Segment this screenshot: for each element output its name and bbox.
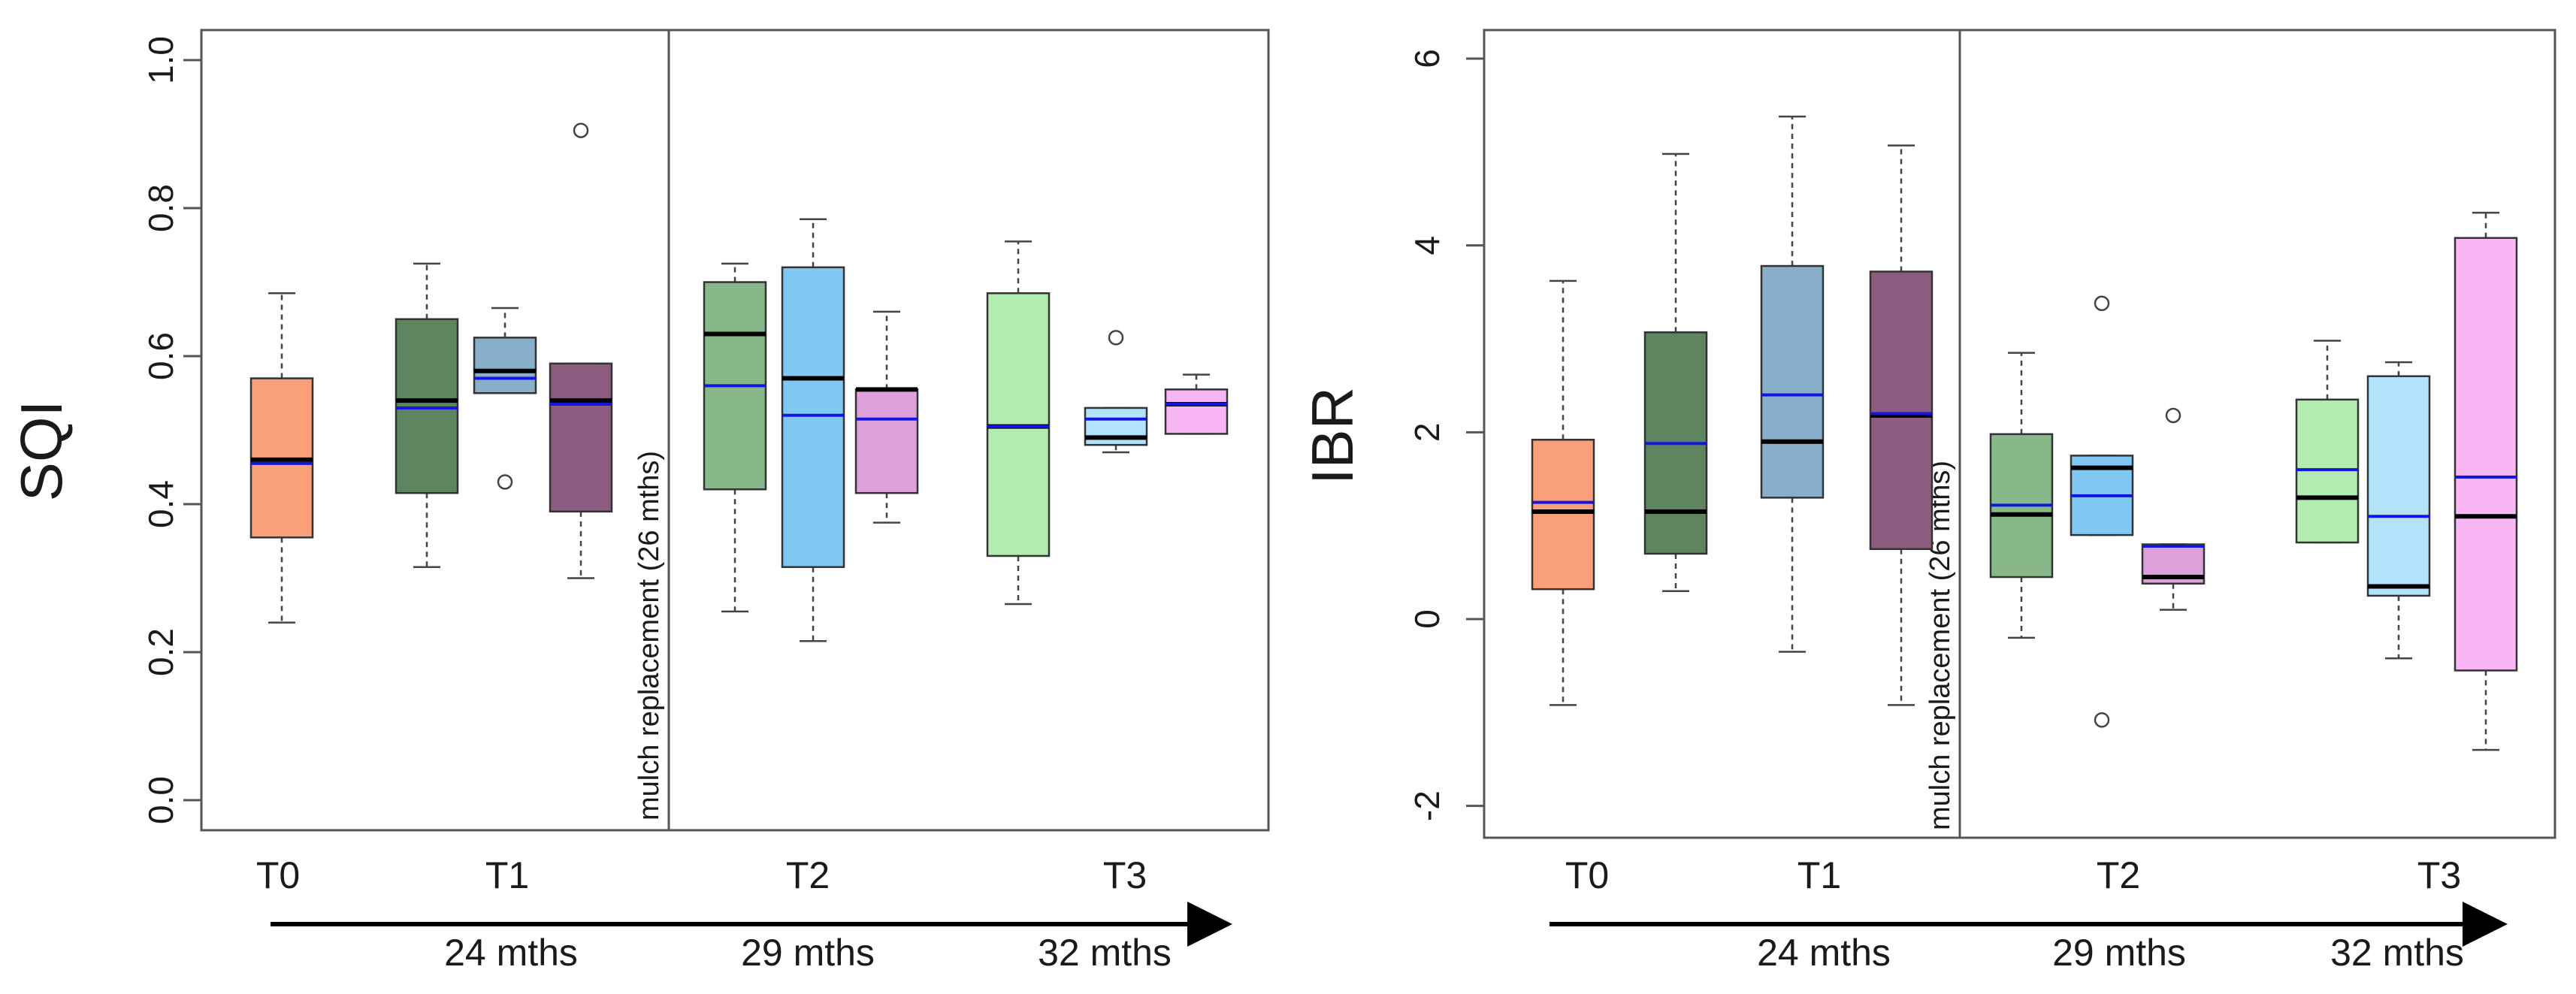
ibr-time-label: 24 mths xyxy=(1757,932,1891,974)
sqi-group-label: T2 xyxy=(786,854,830,896)
ibr-box-7 xyxy=(2141,407,2206,611)
sqi-box-5 xyxy=(703,262,767,613)
sqi-y-tick-label: 0.2 xyxy=(141,628,180,676)
iqr-box xyxy=(2454,237,2518,672)
iqr-box xyxy=(473,337,537,394)
ibr-time-label: 32 mths xyxy=(2330,932,2464,974)
sqi-time-label: 24 mths xyxy=(444,932,578,974)
sqi-y-tick-label: 1.0 xyxy=(141,36,180,84)
outlier-point xyxy=(2165,407,2181,424)
sqi-box-7 xyxy=(854,310,919,524)
outlier-point xyxy=(1108,330,1124,346)
ibr-box-4 xyxy=(1869,144,1934,706)
iqr-box xyxy=(2366,375,2431,597)
ibr-x-labels: T0 T1 T2 T3 xyxy=(1565,854,2461,896)
sqi-mulch-annotation: mulch replacement (26 mths) xyxy=(633,451,665,820)
ibr-group-label: T2 xyxy=(2097,854,2140,896)
sqi-y-axis-label: SQI xyxy=(8,400,74,501)
ibr-y-tick-label: 4 xyxy=(1407,236,1447,255)
outlier-point xyxy=(2094,712,2110,728)
sqi-y-tick-label: 0.8 xyxy=(141,184,180,232)
iqr-box xyxy=(549,362,613,513)
ibr-time-labels: 24 mths 29 mths 32 mths xyxy=(1757,932,2464,974)
ibr-box-8 xyxy=(2295,340,2360,544)
sqi-time-label: 29 mths xyxy=(741,932,875,974)
sqi-box-3 xyxy=(473,307,537,490)
ibr-group-label: T1 xyxy=(1797,854,1841,896)
ibr-y-tick-label: -2 xyxy=(1407,790,1447,821)
iqr-box xyxy=(1760,264,1825,499)
sqi-time-label: 32 mths xyxy=(1038,932,1172,974)
sqi-time-labels: 24 mths 29 mths 32 mths xyxy=(444,932,1172,974)
outlier-point xyxy=(497,474,513,490)
ibr-time-label: 29 mths xyxy=(2052,932,2186,974)
ibr-box-2 xyxy=(1643,153,1708,592)
sqi-y-tick-label: 0.0 xyxy=(141,776,180,824)
sqi-group-label: T3 xyxy=(1103,854,1147,896)
ibr-y-tick-label: 2 xyxy=(1407,423,1447,443)
sqi-box-9 xyxy=(1084,330,1148,454)
ibr-box-3 xyxy=(1760,115,1825,653)
sqi-group-label: T0 xyxy=(256,854,300,896)
sqi-boxes xyxy=(249,122,1229,642)
sqi-box-4 xyxy=(549,122,613,579)
outlier-point xyxy=(573,122,589,138)
ibr-y-axis-label: IBR xyxy=(1299,387,1365,485)
ibr-box-1 xyxy=(1531,279,1595,706)
iqr-box xyxy=(1164,388,1229,435)
ibr-box-5 xyxy=(1989,352,2054,639)
ibr-boxes xyxy=(1531,115,2518,751)
sqi-box-2 xyxy=(395,262,459,568)
sqi-group-label: T1 xyxy=(485,854,529,896)
sqi-box-6 xyxy=(781,218,845,642)
ibr-y-tick-label: 0 xyxy=(1407,609,1447,629)
sqi-y-tick-label: 0.6 xyxy=(141,332,180,380)
sqi-box-1 xyxy=(249,292,314,624)
sqi-panel: SQI 0.0 0.2 0.4 0.6 0.8 1.0 mulch replacement… xyxy=(8,29,1270,974)
ibr-box-6 xyxy=(2070,295,2134,728)
sqi-box-8 xyxy=(986,240,1051,606)
sqi-y-tick-label: 0.4 xyxy=(141,480,180,528)
ibr-y-tick-label: 6 xyxy=(1407,49,1447,68)
iqr-box xyxy=(1869,270,1934,550)
sqi-y-axis: 0.0 0.2 0.4 0.6 0.8 1.0 xyxy=(141,36,203,824)
ibr-box-10 xyxy=(2454,211,2518,751)
ibr-box-9 xyxy=(2366,361,2431,660)
ibr-group-label: T3 xyxy=(2417,854,2461,896)
ibr-y-axis: -2 0 2 4 6 xyxy=(1407,49,1486,821)
ibr-group-label: T0 xyxy=(1565,854,1609,896)
sqi-box-10 xyxy=(1164,373,1229,435)
iqr-box xyxy=(395,318,459,494)
iqr-box xyxy=(1531,439,1595,591)
iqr-box xyxy=(854,388,919,494)
iqr-box xyxy=(781,266,845,568)
sqi-x-labels: T0 T1 T2 T3 xyxy=(256,854,1147,896)
outlier-point xyxy=(2094,295,2110,312)
